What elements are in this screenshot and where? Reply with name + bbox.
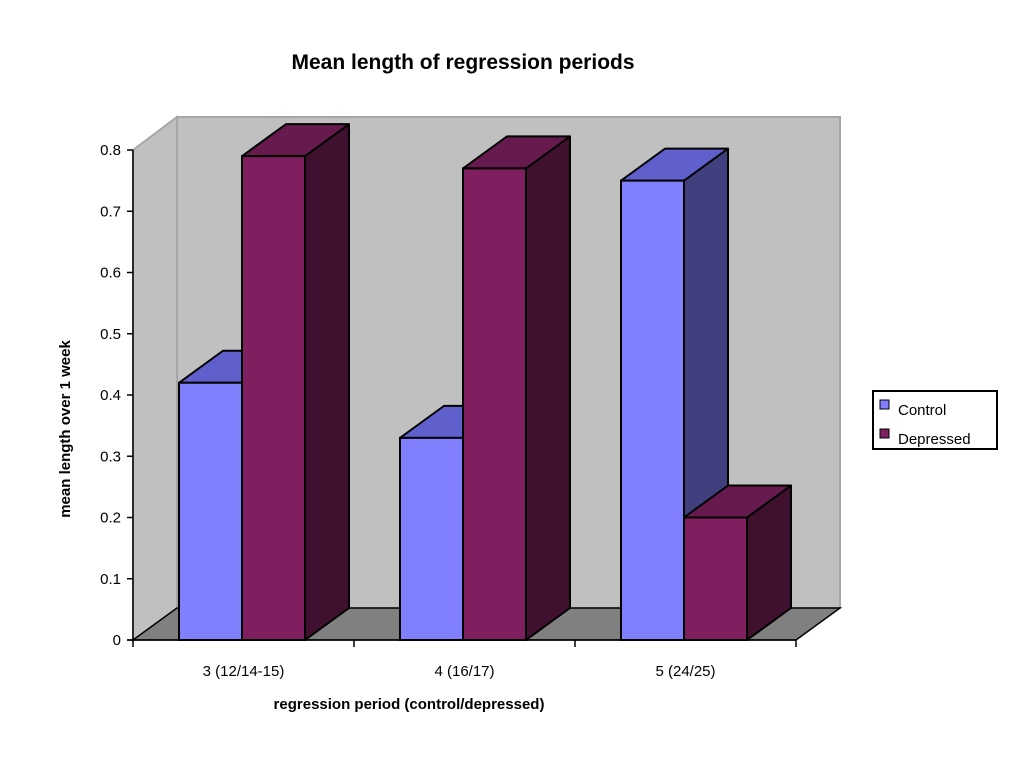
y-tick-label: 0.7 bbox=[100, 203, 121, 220]
bar-front bbox=[462, 167, 527, 641]
legend-box bbox=[872, 390, 998, 450]
x-axis-label: regression period (control/depressed) bbox=[274, 696, 545, 713]
bar-front bbox=[683, 516, 748, 641]
x-tick-label: 5 (24/25) bbox=[655, 663, 715, 680]
y-axis-label: mean length over 1 week bbox=[57, 340, 74, 518]
y-axis-ticks: 0 0.1 0.2 0.3 0.4 0.5 0.6 0.7 0.8 bbox=[100, 142, 133, 649]
bar-depressed-1 bbox=[241, 123, 350, 641]
bar-front bbox=[241, 155, 306, 641]
bar-side bbox=[304, 123, 350, 641]
legend-swatch-depressed bbox=[879, 428, 890, 439]
bar-side bbox=[525, 135, 571, 641]
bar-front bbox=[620, 179, 685, 641]
y-tick-label: 0.2 bbox=[100, 510, 121, 527]
bar-depressed-3 bbox=[683, 484, 792, 641]
y-tick-label: 0.5 bbox=[100, 326, 121, 343]
x-tick-label: 4 (16/17) bbox=[434, 663, 494, 680]
legend-swatch-control bbox=[879, 399, 890, 410]
legend-label-depressed: Depressed bbox=[898, 431, 971, 448]
legend-label-control: Control bbox=[898, 402, 946, 419]
y-tick-label: 0.1 bbox=[100, 571, 121, 588]
bars bbox=[178, 123, 792, 641]
x-tick-label: 3 (12/14-15) bbox=[203, 663, 285, 680]
side-wall bbox=[132, 115, 178, 642]
y-tick-label: 0.8 bbox=[100, 142, 121, 159]
chart-title: Mean length of regression periods bbox=[291, 51, 634, 74]
x-axis-ticks: 3 (12/14-15) 4 (16/17) 5 (24/25) bbox=[132, 640, 797, 680]
y-tick-label: 0.6 bbox=[100, 265, 121, 282]
y-tick-label: 0.3 bbox=[100, 448, 121, 465]
y-tick-label: 0.4 bbox=[100, 387, 121, 404]
bar-control-3 bbox=[620, 147, 729, 641]
bar-depressed-2 bbox=[462, 135, 571, 641]
bar-front bbox=[399, 436, 464, 641]
legend: Control Depressed bbox=[872, 390, 998, 450]
y-tick-label: 0 bbox=[113, 632, 121, 649]
bar-front bbox=[178, 381, 243, 641]
